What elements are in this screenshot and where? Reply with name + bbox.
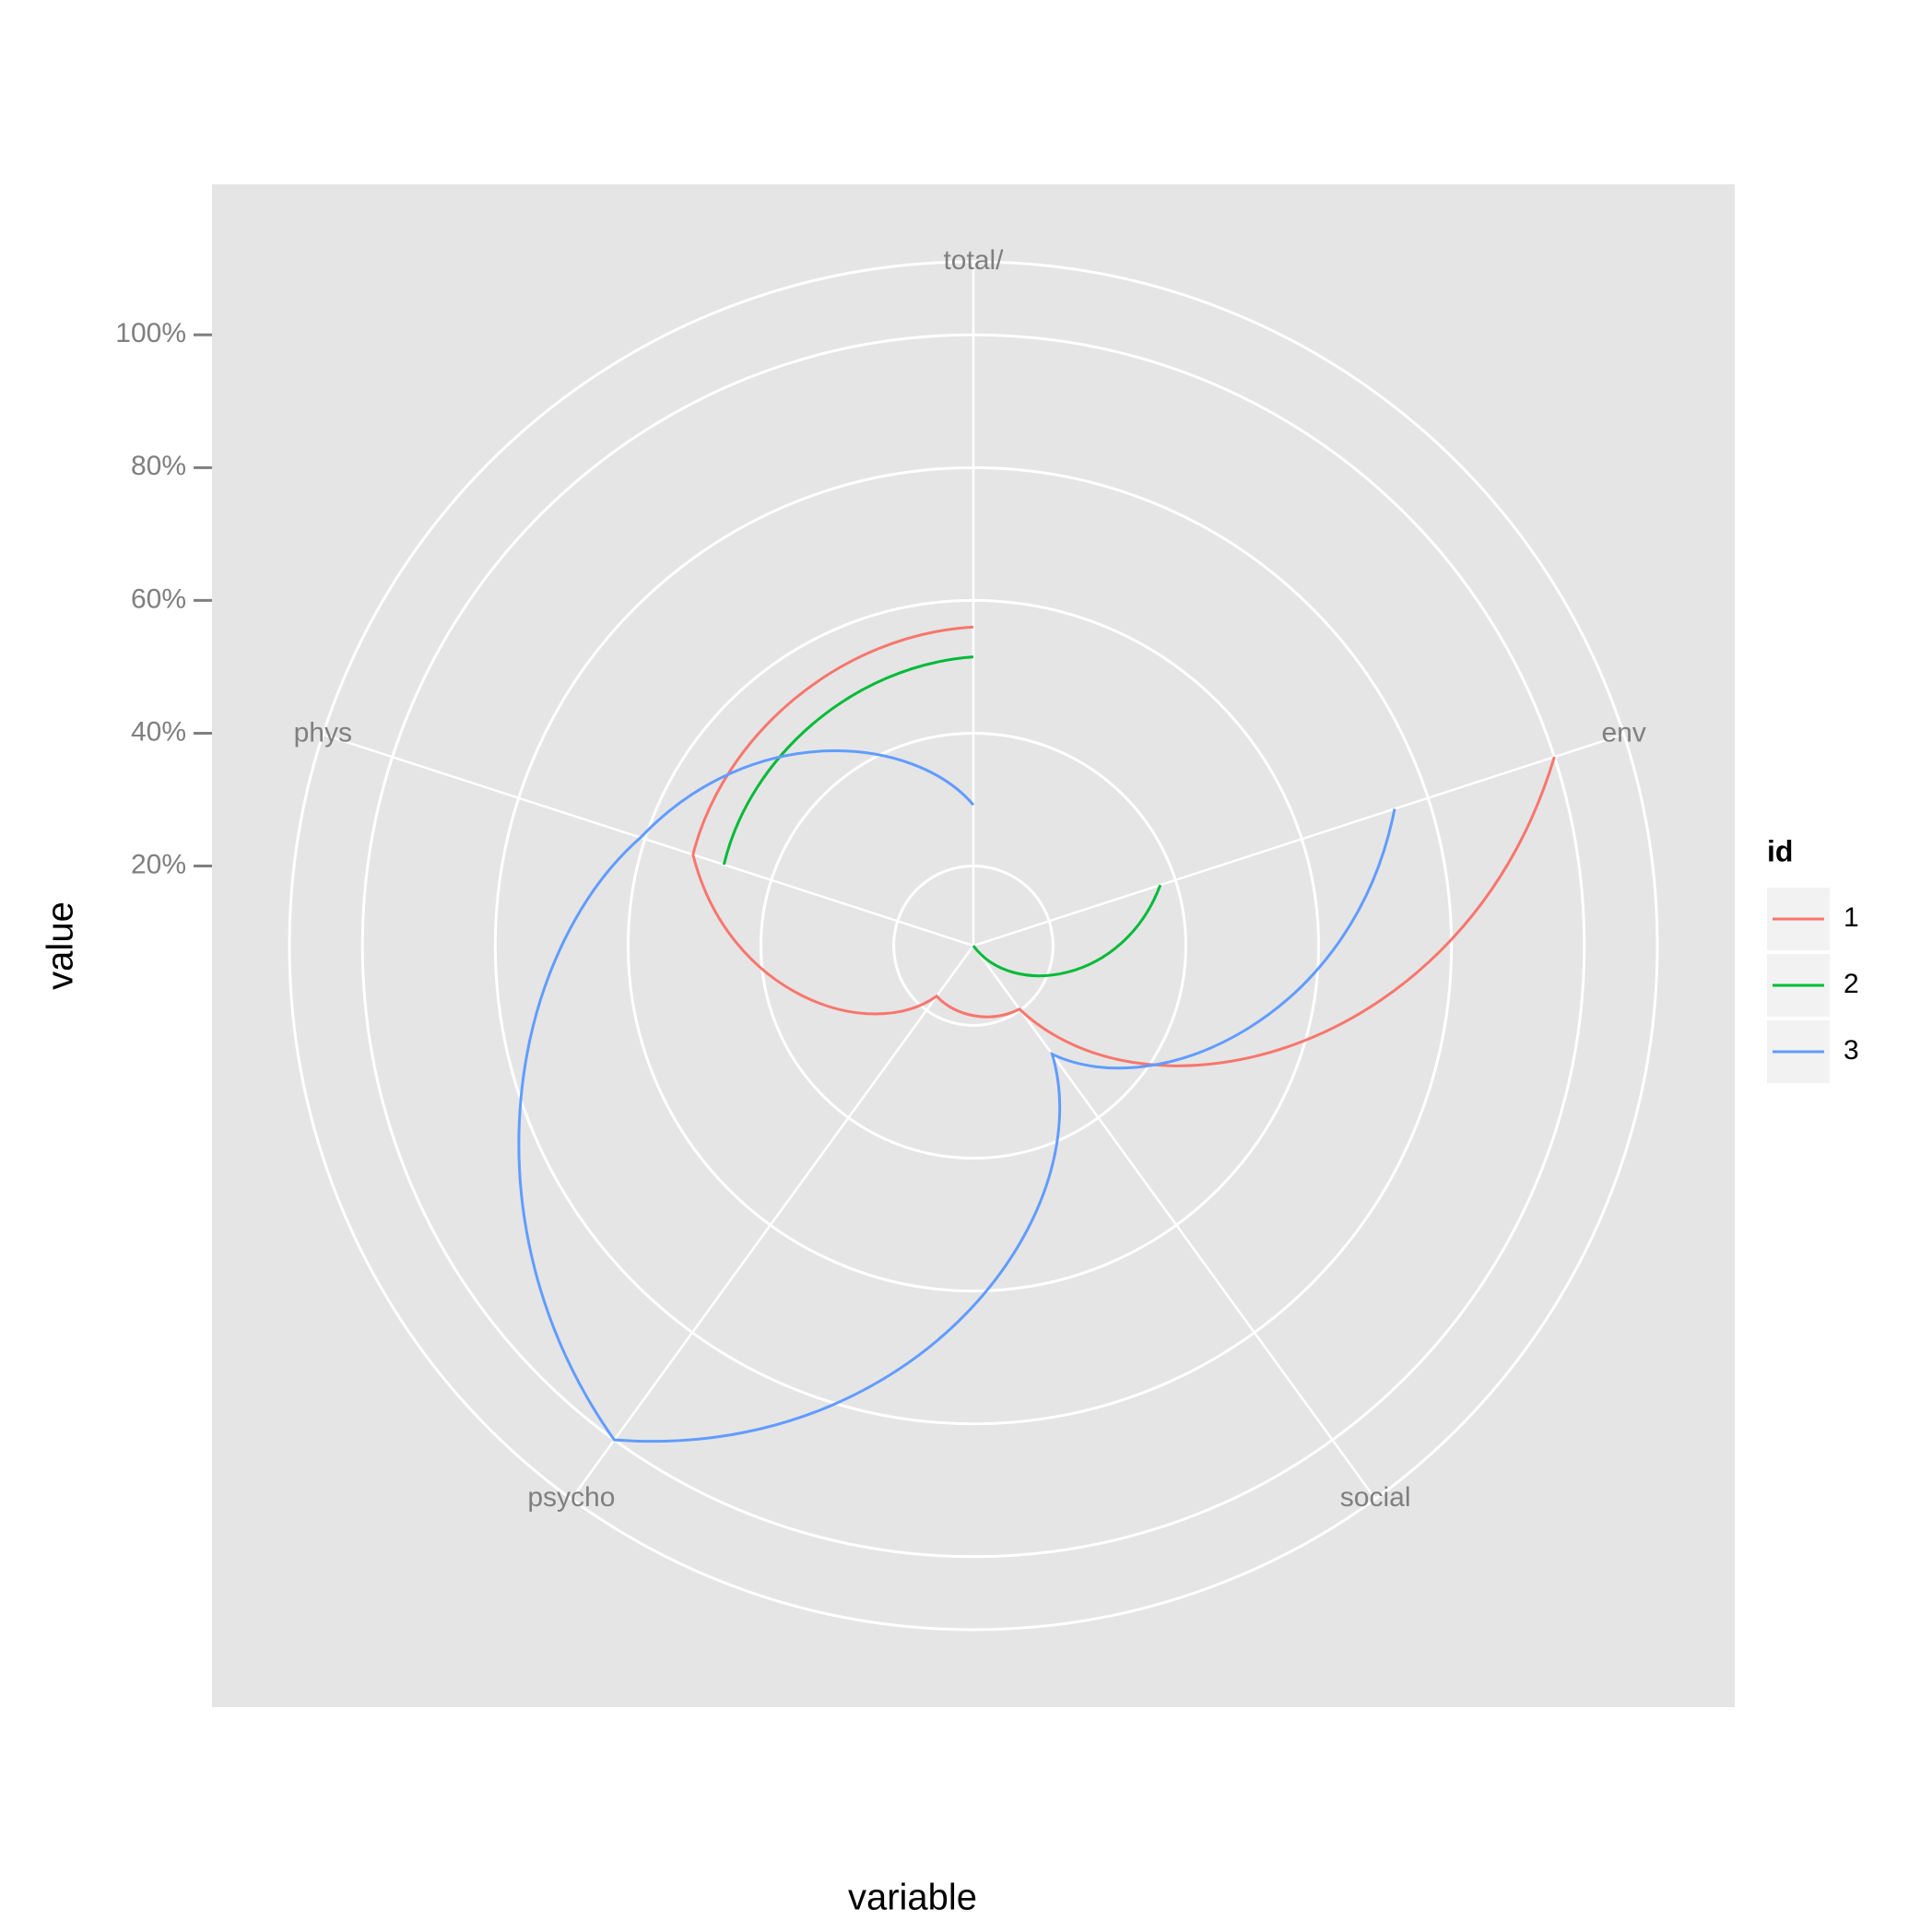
y-tick-label: 40% (131, 716, 186, 747)
spoke (570, 945, 975, 1501)
category-label: phys (294, 718, 352, 748)
legend-label: 3 (1844, 1035, 1859, 1066)
y-tick-label: 60% (131, 583, 186, 614)
category-label: total/ (943, 245, 1004, 276)
series-line (517, 749, 1396, 1443)
y-tick-label: 20% (131, 849, 186, 879)
y-tick-label: 80% (131, 451, 186, 481)
series-line (722, 655, 1162, 978)
legend-label: 1 (1844, 902, 1859, 933)
category-label: social (1340, 1482, 1411, 1513)
spoke (322, 733, 974, 948)
y-axis-title: value (41, 901, 81, 990)
spoke (972, 733, 1625, 948)
series-line (691, 625, 1556, 1067)
legend-title: id (1767, 834, 1793, 867)
y-tick-label: 100% (115, 318, 186, 348)
category-label: env (1601, 718, 1645, 748)
x-axis-title: variable (848, 1878, 977, 1918)
legend-label: 2 (1844, 969, 1859, 999)
spoke (972, 945, 1377, 1501)
category-label: psycho (527, 1482, 615, 1513)
